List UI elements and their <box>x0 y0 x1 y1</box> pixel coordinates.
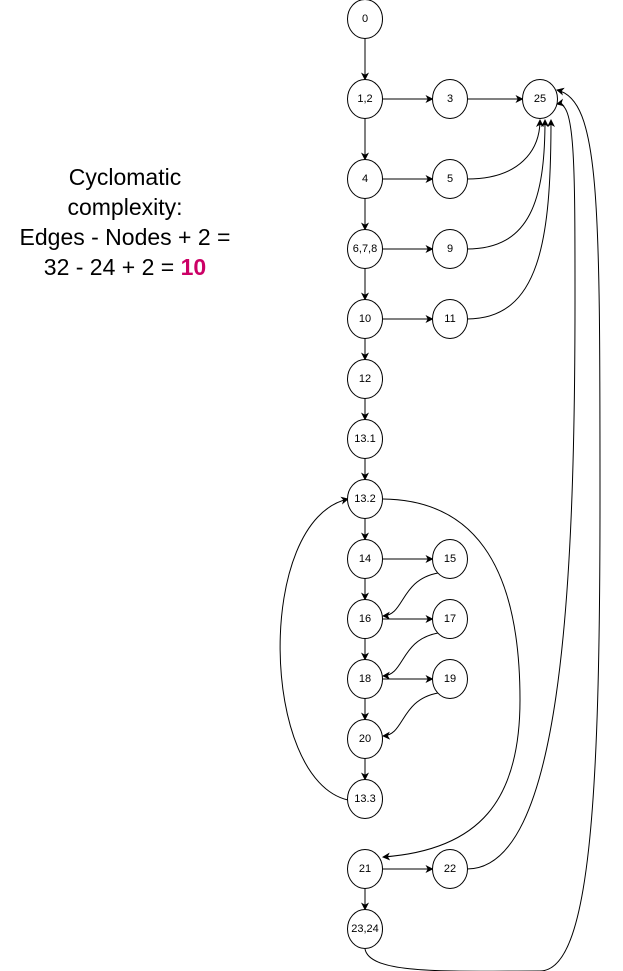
node-circle <box>347 0 383 39</box>
edge-15-to-16 <box>382 572 439 620</box>
node-label: 17 <box>444 613 456 625</box>
node-label: 9 <box>447 243 453 255</box>
node-circle <box>432 659 468 699</box>
node-17: 17 <box>432 599 468 639</box>
node-1-2: 1,2 <box>347 79 383 119</box>
caption-line-2: complexity: <box>67 194 183 220</box>
formula-text: 32 - 24 + 2 = <box>43 254 181 280</box>
edge-2324-to-25 <box>364 87 601 971</box>
node-3: 3 <box>432 79 468 119</box>
node-label: 6,7,8 <box>353 243 377 255</box>
node-label: 19 <box>444 673 456 685</box>
node-label: 20 <box>359 733 371 745</box>
node-label: 23,24 <box>351 923 379 935</box>
node-label: 11 <box>444 313 455 325</box>
edges-layer <box>279 38 601 971</box>
node-label: 13.1 <box>354 433 375 445</box>
node-label: 0 <box>362 13 368 25</box>
node-label: 1,2 <box>357 93 372 105</box>
node-22: 22 <box>432 849 468 889</box>
edge-5-to-25 <box>466 119 544 180</box>
edge-19-to-20 <box>382 692 439 740</box>
nodes-layer: 0 1,2 3 25 4 5 6,7,8 9 10 11 12 13.1 13.2 14 15 16 17 18 1… <box>347 0 558 949</box>
node-13-3: 13.3 <box>347 779 383 819</box>
node-circle <box>432 79 468 119</box>
node-4: 4 <box>347 159 383 199</box>
edge-17-to-18 <box>382 632 439 680</box>
node-label: 10 <box>359 313 371 325</box>
node-label: 22 <box>444 863 456 875</box>
caption-line-3: Edges - Nodes + 2 = <box>19 224 231 250</box>
node-label: 4 <box>362 173 368 185</box>
node-circle <box>522 79 558 119</box>
node-21: 21 <box>347 849 383 889</box>
edge-133-to-132 <box>279 496 349 801</box>
node-5: 5 <box>432 159 468 199</box>
node-label: 5 <box>447 173 453 185</box>
node-circle <box>347 719 383 759</box>
node-label: 13.3 <box>354 793 375 805</box>
node-label: 25 <box>534 93 546 105</box>
node-circle <box>347 159 383 199</box>
node-label: 16 <box>359 613 371 625</box>
node-12: 12 <box>347 359 383 399</box>
caption-line-4: 32 - 24 + 2 = 10 <box>0 252 250 282</box>
node-circle <box>347 849 383 889</box>
node-circle <box>347 419 383 459</box>
complexity-caption: Cyclomatic complexity: Edges - Nodes + 2… <box>0 162 250 282</box>
node-label: 21 <box>359 863 371 875</box>
node-10: 10 <box>347 299 383 339</box>
node-circle <box>432 599 468 639</box>
node-11: 11 <box>432 299 468 339</box>
edge-9-to-25 <box>466 119 549 250</box>
node-23-24: 23,24 <box>347 909 383 949</box>
node-circle <box>347 229 383 269</box>
node-circle <box>347 779 383 819</box>
node-circle <box>432 539 468 579</box>
node-19: 19 <box>432 659 468 699</box>
node-circle <box>347 909 383 949</box>
node-16: 16 <box>347 599 383 639</box>
node-circle <box>347 79 383 119</box>
node-0: 0 <box>347 0 383 39</box>
node-label: 18 <box>359 673 371 685</box>
node-13-1: 13.1 <box>347 419 383 459</box>
node-circle <box>432 159 468 199</box>
node-20: 20 <box>347 719 383 759</box>
node-9: 9 <box>432 229 468 269</box>
node-circle <box>347 299 383 339</box>
node-circle <box>347 479 383 519</box>
node-13-2: 13.2 <box>347 479 383 519</box>
node-label: 12 <box>359 373 371 385</box>
node-circle <box>432 229 468 269</box>
node-15: 15 <box>432 539 468 579</box>
node-circle <box>432 299 468 339</box>
node-circle <box>347 539 383 579</box>
node-25: 25 <box>522 79 558 119</box>
node-circle <box>432 849 468 889</box>
node-label: 3 <box>447 93 453 105</box>
node-14: 14 <box>347 539 383 579</box>
node-label: 14 <box>359 553 371 565</box>
node-circle <box>347 599 383 639</box>
node-18: 18 <box>347 659 383 699</box>
edge-22-to-25 <box>466 98 576 870</box>
edge-132-to-21 <box>382 498 521 861</box>
node-label: 13.2 <box>354 493 375 505</box>
node-label: 15 <box>444 553 456 565</box>
edge-11-to-25 <box>466 119 555 320</box>
node-6-7-8: 6,7,8 <box>347 229 383 269</box>
complexity-result: 10 <box>180 254 207 280</box>
node-circle <box>347 659 383 699</box>
caption-line-1: Cyclomatic <box>68 164 182 190</box>
node-circle <box>347 359 383 399</box>
